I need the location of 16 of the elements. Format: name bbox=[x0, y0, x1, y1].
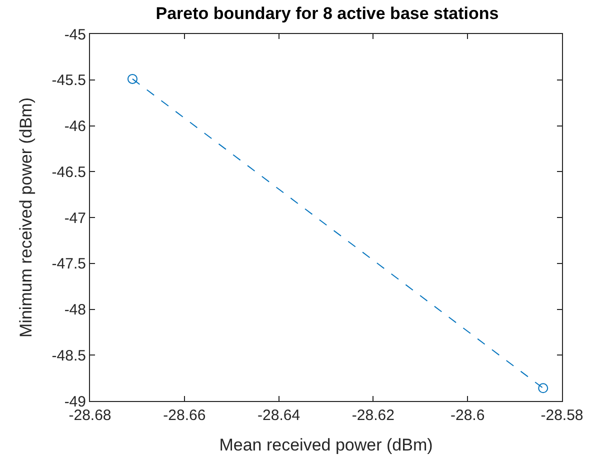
x-tick-label: -28.62 bbox=[352, 407, 394, 424]
chart-title: Pareto boundary for 8 active base stations bbox=[156, 4, 499, 23]
y-tick-label: -47 bbox=[64, 210, 86, 227]
x-tick-label: -28.64 bbox=[258, 407, 300, 424]
y-tick-label: -45 bbox=[64, 26, 86, 44]
y-tick-label: -46.5 bbox=[52, 164, 86, 181]
x-tick-label: -28.66 bbox=[163, 407, 206, 424]
x-axis-title: Mean received power (dBm) bbox=[219, 435, 433, 454]
x-tick-label: -28.6 bbox=[450, 407, 485, 424]
y-tick-label: -47.5 bbox=[52, 256, 86, 273]
y-tick-label: -48.5 bbox=[52, 347, 86, 364]
y-tick-label: -48 bbox=[64, 302, 86, 318]
y-axis-title: Minimum received power (dBm) bbox=[16, 98, 36, 338]
y-tick-label: -45.5 bbox=[52, 72, 86, 90]
y-tick-label: -46 bbox=[64, 118, 86, 135]
x-tick-label: -28.58 bbox=[540, 407, 584, 424]
